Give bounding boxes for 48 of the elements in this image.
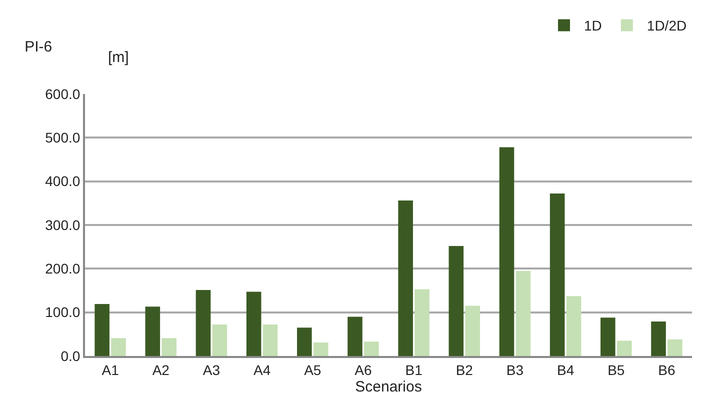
x-tick-label: B2: [456, 362, 474, 378]
y-tick-label: 300.0: [45, 216, 80, 233]
x-axis-title: Scenarios: [355, 378, 422, 396]
y-tick-label: 0.0: [60, 348, 80, 364]
y-tick-label: 600.0: [45, 86, 80, 102]
y-tick-label: 100.0: [45, 304, 80, 320]
chart-title: PI-6: [24, 38, 52, 56]
bar: [364, 342, 379, 356]
bar: [212, 324, 228, 356]
y-tick-label: 500.0: [45, 130, 80, 146]
legend-label: 1D/2D: [646, 18, 687, 34]
bar: [550, 194, 565, 356]
bar: [516, 270, 531, 356]
y-tick-label: 200.0: [45, 260, 80, 277]
bar: [566, 296, 582, 356]
legend-label: 1D: [584, 18, 602, 34]
x-tick-label: B1: [405, 362, 423, 378]
x-tick-label: B3: [506, 362, 524, 378]
x-tick-label: B4: [556, 362, 574, 378]
bar: [262, 324, 278, 356]
bar: [448, 246, 464, 356]
x-tick-label: A3: [202, 362, 220, 378]
x-tick-label: B5: [608, 362, 625, 378]
bar: [111, 338, 126, 356]
x-tick-label: A5: [304, 362, 322, 378]
bar: [145, 306, 160, 356]
bar: [600, 318, 616, 356]
bar: [297, 328, 312, 356]
bar: [398, 200, 413, 356]
bar: [196, 290, 211, 356]
bar: [94, 304, 110, 356]
bar: [246, 292, 262, 356]
x-tick-label: B6: [658, 362, 676, 378]
x-tick-label: A4: [253, 362, 271, 378]
y-tick-label: 400.0: [45, 173, 80, 190]
bar: [651, 322, 666, 356]
bar: [162, 338, 176, 356]
bar: [348, 316, 362, 356]
bar: [414, 289, 430, 356]
bar: [499, 147, 514, 356]
bar: [313, 342, 328, 356]
x-tick-label: A1: [102, 362, 120, 378]
bar: [616, 340, 632, 356]
bar: [668, 339, 682, 356]
y-axis-title: [m]: [108, 49, 129, 66]
x-tick-label: A6: [354, 362, 372, 378]
bar: [465, 306, 480, 356]
x-tick-label: A2: [152, 362, 170, 378]
